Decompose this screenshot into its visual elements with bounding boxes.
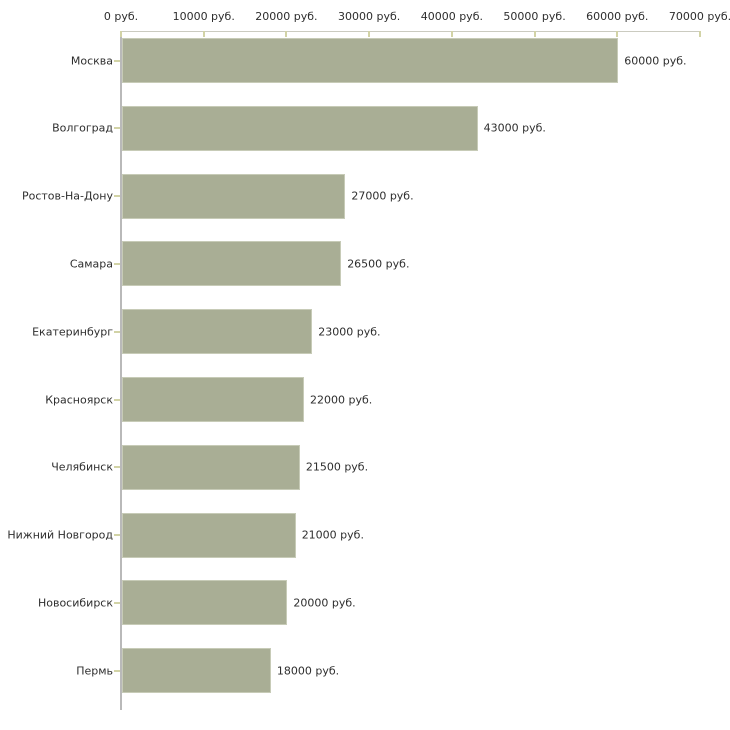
y-axis-tick [114,262,120,265]
chart-row: Челябинск 21500 руб. [0,438,730,506]
chart-row: Екатеринбург 23000 руб. [0,302,730,370]
x-tick-label: 0 руб. [103,10,139,23]
value-label: 21000 руб. [301,528,364,542]
x-tick-label: 30000 руб. [338,10,401,23]
value-label: 21500 руб. [305,460,369,474]
x-axis-tick [368,31,371,37]
x-tick-label: 10000 руб. [172,10,235,23]
bar [122,580,288,626]
bar [122,173,346,219]
x-axis-tick [450,31,453,37]
x-axis-tick [533,31,536,37]
category-label: Красноярск [45,393,113,406]
y-axis-tick [114,466,120,469]
bar [122,512,296,558]
y-axis-tick [114,398,120,401]
x-tick-label: 60000 руб. [586,10,649,23]
value-label: 18000 руб. [276,664,340,678]
x-axis-line [121,31,700,32]
chart-row: Москва 60000 руб. [0,31,730,99]
y-axis-tick [114,330,120,333]
bar [122,105,478,151]
chart-row: Волгоград 43000 руб. [0,99,730,167]
x-axis-tick [285,31,288,37]
value-label: 23000 руб. [318,325,381,339]
value-label: 20000 руб. [293,596,356,610]
value-label: 26500 руб. [347,257,410,271]
value-label: 27000 руб. [351,189,414,203]
bar [122,444,300,490]
chart-row: Новосибирск 20000 руб. [0,573,730,641]
x-tick-label: 20000 руб. [255,10,318,23]
x-axis-tick [616,31,619,37]
y-axis-tick [114,195,120,198]
x-tick-label: 70000 руб. [668,10,730,23]
value-label: 43000 руб. [483,121,546,135]
y-axis-tick [114,669,120,672]
category-label: Новосибирск [37,596,113,610]
category-label: Ростов-На-Дону [21,189,113,203]
bar [122,377,304,422]
y-axis-tick [114,601,120,604]
bar [122,648,271,694]
chart-row: Ростов-На-Дону 27000 руб. [0,167,730,235]
category-label: Самара [69,257,113,271]
chart-row: Пермь 18000 руб. [0,641,730,709]
bar [122,38,619,83]
bar [122,309,313,355]
bar [122,241,342,287]
chart-row: Самара 26500 руб. [0,234,730,302]
x-axis-tick [202,31,205,37]
category-label: Пермь [76,664,113,678]
y-axis-tick [114,59,120,62]
category-label: Екатеринбург [32,325,113,339]
category-label: Москва [70,54,113,67]
y-axis-line [120,31,122,710]
y-axis-tick [114,127,120,130]
value-label: 22000 руб. [309,393,373,406]
x-tick-label: 40000 руб. [420,10,483,23]
category-label: Нижний Новгород [7,528,113,542]
y-axis-tick [114,534,120,537]
category-label: Челябинск [51,460,113,474]
x-axis-tick [699,31,701,37]
x-tick-label: 50000 руб. [503,10,566,23]
x-axis-tick [120,31,122,37]
value-label: 60000 руб. [624,54,687,67]
chart-row: Нижний Новгород 21000 руб. [0,506,730,574]
category-label: Волгоград [52,121,113,135]
chart-row: Красноярск 22000 руб. [0,370,730,438]
